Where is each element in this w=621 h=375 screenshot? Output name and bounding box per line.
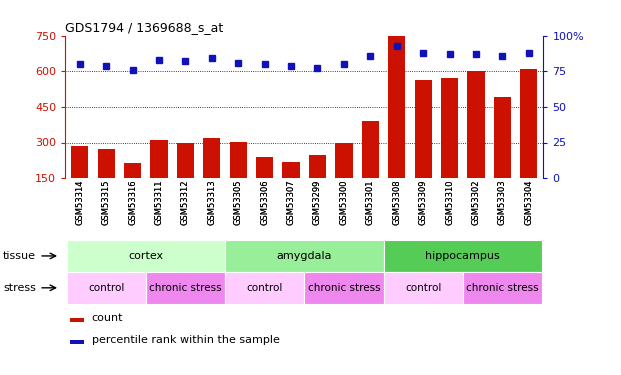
- Text: GSM53305: GSM53305: [233, 179, 243, 225]
- Bar: [441, 78, 458, 178]
- Text: hippocampus: hippocampus: [425, 251, 500, 261]
- Bar: [225, 240, 384, 272]
- Text: count: count: [91, 314, 123, 323]
- Text: chronic stress: chronic stress: [149, 283, 222, 293]
- Bar: [388, 36, 406, 178]
- Text: GSM53303: GSM53303: [498, 179, 507, 225]
- Bar: [230, 142, 247, 178]
- Text: GSM53314: GSM53314: [75, 179, 84, 225]
- Bar: [146, 272, 225, 304]
- Text: amygdala: amygdala: [276, 251, 332, 261]
- Text: GSM53306: GSM53306: [260, 179, 269, 225]
- Bar: [225, 272, 304, 304]
- Bar: [384, 272, 463, 304]
- Text: control: control: [88, 283, 124, 293]
- Text: percentile rank within the sample: percentile rank within the sample: [91, 335, 279, 345]
- Text: GSM53315: GSM53315: [102, 179, 111, 225]
- Text: GSM53310: GSM53310: [445, 179, 454, 225]
- Bar: [384, 240, 542, 272]
- Bar: [335, 142, 353, 178]
- Bar: [494, 98, 511, 178]
- Text: GSM53304: GSM53304: [524, 179, 533, 225]
- Bar: [283, 162, 300, 178]
- Text: GSM53307: GSM53307: [286, 179, 296, 225]
- Text: GSM53301: GSM53301: [366, 179, 375, 225]
- Text: stress: stress: [3, 283, 36, 293]
- Bar: [520, 69, 537, 178]
- Text: GSM53308: GSM53308: [392, 179, 401, 225]
- Text: GSM53312: GSM53312: [181, 179, 190, 225]
- Text: control: control: [405, 283, 442, 293]
- Bar: [71, 146, 88, 178]
- Text: GSM53300: GSM53300: [340, 179, 348, 225]
- Bar: [124, 163, 141, 178]
- Text: control: control: [247, 283, 283, 293]
- Bar: [415, 80, 432, 178]
- Bar: [463, 272, 542, 304]
- Bar: [203, 138, 220, 178]
- Text: GSM53316: GSM53316: [128, 179, 137, 225]
- Bar: [70, 318, 84, 322]
- Bar: [150, 140, 168, 178]
- Bar: [70, 340, 84, 344]
- Bar: [66, 272, 146, 304]
- Text: cortex: cortex: [128, 251, 163, 261]
- Bar: [468, 71, 484, 178]
- Bar: [309, 155, 326, 178]
- Text: GSM53309: GSM53309: [419, 179, 428, 225]
- Text: GDS1794 / 1369688_s_at: GDS1794 / 1369688_s_at: [65, 21, 224, 34]
- Text: chronic stress: chronic stress: [307, 283, 380, 293]
- Text: GSM53313: GSM53313: [207, 179, 216, 225]
- Bar: [177, 143, 194, 178]
- Text: GSM53311: GSM53311: [155, 179, 163, 225]
- Text: GSM53299: GSM53299: [313, 179, 322, 225]
- Text: GSM53302: GSM53302: [471, 179, 481, 225]
- Text: tissue: tissue: [3, 251, 36, 261]
- Text: chronic stress: chronic stress: [466, 283, 539, 293]
- Bar: [304, 272, 384, 304]
- Bar: [66, 240, 225, 272]
- Bar: [362, 121, 379, 178]
- Bar: [97, 149, 115, 178]
- Bar: [256, 157, 273, 178]
